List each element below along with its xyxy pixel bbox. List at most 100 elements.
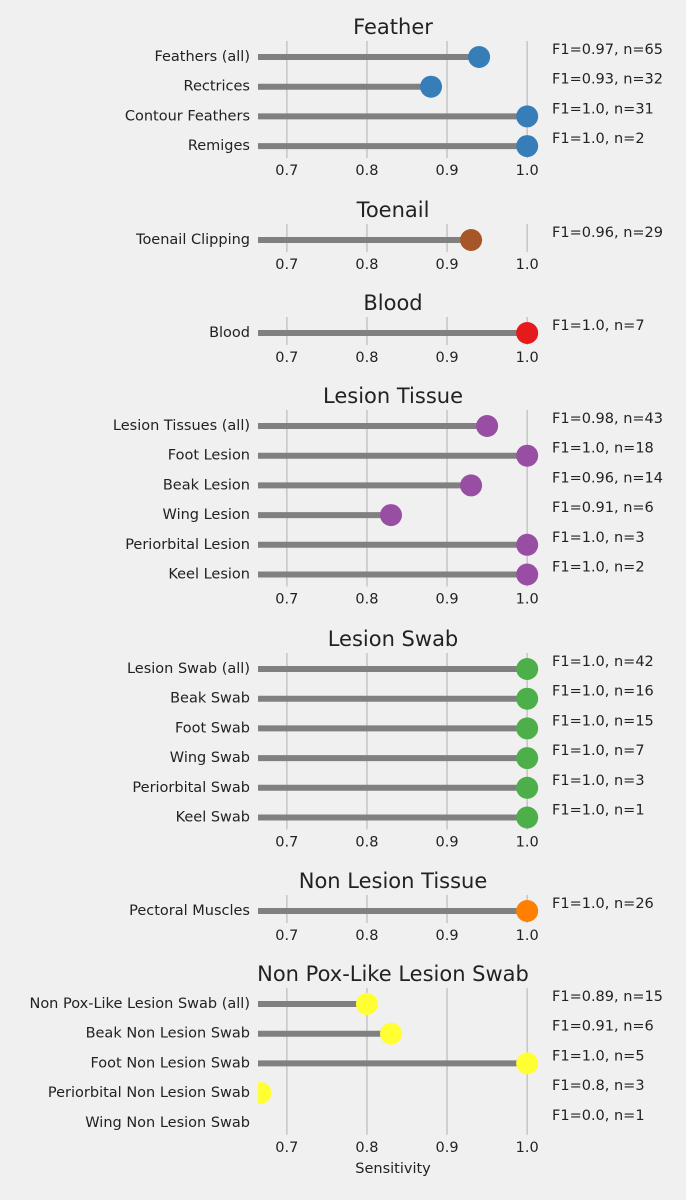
annotation: F1=0.0, n=1 xyxy=(552,1108,645,1124)
annotation: F1=1.0, n=2 xyxy=(552,131,645,147)
dot xyxy=(516,105,539,128)
marks xyxy=(258,900,539,922)
marks xyxy=(258,322,539,344)
marks xyxy=(258,658,539,829)
y-tick-label: Keel Lesion xyxy=(168,567,250,583)
x-tick-label: 0.7 xyxy=(275,350,298,366)
dot xyxy=(460,229,483,251)
dot xyxy=(258,1082,272,1105)
marks xyxy=(258,415,539,586)
dot xyxy=(476,415,499,437)
x-tick-label: 0.7 xyxy=(275,928,298,944)
y-tick-label: Keel Swab xyxy=(176,810,250,826)
dot xyxy=(516,322,539,344)
dot xyxy=(516,658,539,680)
annotation: F1=1.0, n=15 xyxy=(552,713,654,729)
y-tick-label: Rectrices xyxy=(184,79,250,95)
annotation: F1=1.0, n=5 xyxy=(552,1048,645,1064)
panel-title: Non Lesion Tissue xyxy=(299,869,488,893)
panel-title: Lesion Tissue xyxy=(323,384,463,408)
annotation: F1=1.0, n=18 xyxy=(552,441,654,457)
x-tick-label: 0.7 xyxy=(275,1140,298,1156)
dot xyxy=(460,474,483,497)
annotation: F1=0.93, n=32 xyxy=(552,72,663,88)
x-tick-label: 0.7 xyxy=(275,163,298,179)
x-tick-label: 0.8 xyxy=(355,592,378,608)
dot xyxy=(516,776,539,799)
x-tick-label: 1.0 xyxy=(516,928,539,944)
dot xyxy=(379,504,402,527)
annotation: F1=1.0, n=3 xyxy=(552,530,645,546)
x-tick-label: 0.9 xyxy=(436,592,459,608)
dot xyxy=(516,900,539,922)
x-tick-label: 0.7 xyxy=(275,592,298,608)
dot xyxy=(516,135,539,158)
panel-title: Lesion Swab xyxy=(328,627,459,651)
x-tick-label: 0.8 xyxy=(355,835,378,851)
annotation: F1=1.0, n=42 xyxy=(552,654,654,670)
x-tick-label: 0.8 xyxy=(355,350,378,366)
x-tick-label: 0.8 xyxy=(355,928,378,944)
dot xyxy=(516,687,539,710)
y-tick-label: Blood xyxy=(209,325,250,341)
y-tick-label: Lesion Tissues (all) xyxy=(113,418,250,434)
x-tick-label: 1.0 xyxy=(516,1140,539,1156)
annotation: F1=1.0, n=16 xyxy=(552,684,654,700)
y-tick-label: Feathers (all) xyxy=(154,49,250,65)
y-tick-label: Foot Non Lesion Swab xyxy=(90,1055,250,1071)
x-tick-label: 0.8 xyxy=(355,257,378,273)
dot xyxy=(516,533,539,556)
annotation: F1=0.96, n=29 xyxy=(552,225,663,241)
annotation: F1=1.0, n=26 xyxy=(552,896,654,912)
y-tick-label: Wing Lesion xyxy=(163,507,250,523)
y-tick-label: Lesion Swab (all) xyxy=(127,661,250,677)
y-tick-label: Periorbital Swab xyxy=(132,780,250,796)
panel-title: Non Pox-Like Lesion Swab xyxy=(257,962,529,986)
dot xyxy=(379,1022,402,1045)
annotation: F1=0.97, n=65 xyxy=(552,42,663,58)
dot xyxy=(516,563,539,586)
y-tick-label: Pectoral Muscles xyxy=(129,903,250,919)
annotation: F1=0.96, n=14 xyxy=(552,470,663,486)
annotation: F1=1.0, n=1 xyxy=(552,803,645,819)
x-tick-label: 1.0 xyxy=(516,835,539,851)
y-tick-label: Foot Lesion xyxy=(168,448,250,464)
y-tick-label: Foot Swab xyxy=(175,720,250,736)
dot xyxy=(516,1052,539,1075)
marks xyxy=(258,46,539,158)
x-axis-label: Sensitivity xyxy=(355,1161,431,1177)
x-tick-label: 1.0 xyxy=(516,163,539,179)
x-tick-label: 0.8 xyxy=(355,163,378,179)
dot xyxy=(516,747,539,770)
y-tick-label: Wing Swab xyxy=(170,750,250,766)
annotation: F1=1.0, n=7 xyxy=(552,743,645,759)
dot xyxy=(516,444,539,467)
annotation: F1=0.89, n=15 xyxy=(552,989,663,1005)
dot xyxy=(468,46,491,68)
annotation: F1=0.8, n=3 xyxy=(552,1078,645,1094)
dot xyxy=(516,806,539,829)
x-tick-label: 0.9 xyxy=(436,835,459,851)
x-tick-label: 1.0 xyxy=(516,350,539,366)
y-tick-label: Periorbital Lesion xyxy=(125,537,250,553)
x-tick-label: 0.9 xyxy=(436,257,459,273)
annotation: F1=1.0, n=7 xyxy=(552,318,645,334)
y-tick-label: Wing Non Lesion Swab xyxy=(85,1115,250,1131)
annotation: F1=1.0, n=3 xyxy=(552,773,645,789)
x-tick-label: 0.9 xyxy=(436,928,459,944)
y-tick-label: Beak Lesion xyxy=(163,477,250,493)
x-tick-label: 0.9 xyxy=(436,1140,459,1156)
x-tick-label: 0.7 xyxy=(275,257,298,273)
marks xyxy=(258,993,539,1105)
panel-title: Feather xyxy=(353,15,433,39)
x-tick-label: 1.0 xyxy=(516,592,539,608)
dot xyxy=(420,75,443,98)
y-tick-label: Contour Feathers xyxy=(125,108,250,124)
annotation: F1=1.0, n=2 xyxy=(552,560,645,576)
annotation: F1=0.91, n=6 xyxy=(552,500,654,516)
y-tick-label: Remiges xyxy=(188,138,250,154)
y-tick-label: Non Pox-Like Lesion Swab (all) xyxy=(29,996,250,1012)
y-tick-label: Beak Non Lesion Swab xyxy=(86,1026,250,1042)
marks xyxy=(258,229,483,251)
